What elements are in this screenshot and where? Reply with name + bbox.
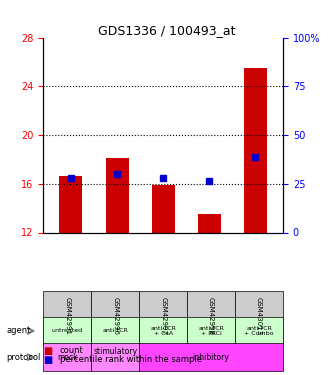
Text: GSM42991: GSM42991 [64, 297, 70, 335]
Text: count: count [60, 346, 84, 355]
Text: stimulatory: stimulatory [93, 348, 137, 367]
Bar [106, 158, 129, 232]
Text: ■: ■ [43, 355, 53, 365]
Text: anti-TCR
+ CsA: anti-TCR + CsA [150, 326, 176, 336]
Text: GSM42996: GSM42996 [112, 297, 118, 335]
Text: mock: mock [57, 352, 78, 362]
Bar [59, 177, 83, 232]
Text: percentile rank within the sample: percentile rank within the sample [60, 356, 202, 364]
Text: inhibitory: inhibitory [193, 352, 229, 362]
Text: anti-TCR: anti-TCR [102, 328, 128, 333]
Bar [244, 68, 267, 232]
Text: ■: ■ [43, 346, 53, 355]
Text: GDS1336 / 100493_at: GDS1336 / 100493_at [98, 24, 235, 38]
Text: anti-TCR
+ Combo: anti-TCR + Combo [244, 326, 274, 336]
Text: GSM42998: GSM42998 [208, 297, 214, 335]
Text: anti-TCR
+ PKCi: anti-TCR + PKCi [198, 326, 224, 336]
Text: agent: agent [7, 326, 31, 335]
Text: GSM42997: GSM42997 [160, 297, 166, 335]
Text: untreated: untreated [52, 328, 83, 333]
Bar [152, 185, 175, 232]
Bar [198, 214, 221, 232]
Text: protocol: protocol [7, 352, 41, 362]
Text: GSM43013: GSM43013 [256, 297, 262, 335]
